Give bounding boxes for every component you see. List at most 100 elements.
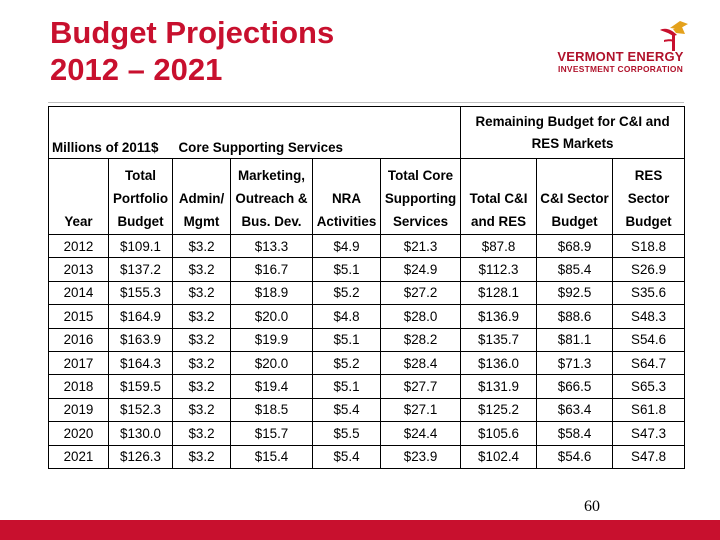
value-cell: $3.2 bbox=[172, 397, 232, 423]
column-header-line1: RES bbox=[634, 168, 663, 183]
value-cell: $20.0 bbox=[230, 350, 314, 376]
value-cell: $5.5 bbox=[312, 421, 382, 446]
value-cell: $112.3 bbox=[460, 257, 538, 282]
table-row: 2020 $130.0 $3.2 $15.7 $5.5 $24.4 $105.6 $58.4 S… bbox=[48, 421, 686, 446]
column-header-line2: C&I Sector bbox=[540, 191, 609, 206]
value-cell: $130.0 bbox=[107, 421, 174, 446]
value-cell: $3.2 bbox=[172, 444, 232, 469]
value-cell: S47.8 bbox=[612, 444, 686, 469]
value-cell: $28.0 bbox=[380, 304, 462, 329]
value-cell: $164.3 bbox=[107, 350, 174, 376]
core-services-header: Core Supporting Services bbox=[172, 106, 462, 159]
value-cell: $16.7 bbox=[230, 257, 314, 282]
table-body: 2012 $109.1 $3.2 $13.3 $4.9 $21.3 $87.8 $68.9 S1… bbox=[48, 233, 686, 469]
value-cell: $3.2 bbox=[172, 280, 232, 306]
column-header-line3: and RES bbox=[471, 214, 527, 229]
column-header: Admin/Mgmt bbox=[172, 158, 232, 235]
value-cell: $5.4 bbox=[312, 444, 382, 469]
table-row: 2014 $155.3 $3.2 $18.9 $5.2 $27.2 $128.1 $92.5 S… bbox=[48, 280, 686, 306]
value-cell: S48.3 bbox=[612, 304, 686, 329]
value-cell: S47.3 bbox=[612, 421, 686, 446]
value-cell: $128.1 bbox=[460, 280, 538, 306]
value-cell: $105.6 bbox=[460, 421, 538, 446]
column-header-line3: Services bbox=[392, 214, 449, 229]
year-cell: 2021 bbox=[48, 444, 109, 469]
value-cell: $71.3 bbox=[536, 350, 614, 376]
value-cell: $15.7 bbox=[230, 421, 314, 446]
year-cell: 2019 bbox=[48, 397, 109, 423]
table-row: 2021 $126.3 $3.2 $15.4 $5.4 $23.9 $102.4 $54.6 S… bbox=[48, 444, 686, 469]
value-cell: $58.4 bbox=[536, 421, 614, 446]
value-cell: $28.2 bbox=[380, 327, 462, 352]
value-cell: $3.2 bbox=[172, 257, 232, 282]
value-cell: $3.2 bbox=[172, 374, 232, 399]
column-header-line2: Outreach & bbox=[235, 191, 308, 206]
value-cell: S35.6 bbox=[612, 280, 686, 306]
year-cell: 2020 bbox=[48, 421, 109, 446]
year-cell: 2013 bbox=[48, 257, 109, 282]
value-cell: $81.1 bbox=[536, 327, 614, 352]
column-header: C&I Sector Budget bbox=[536, 158, 614, 235]
value-cell: $85.4 bbox=[536, 257, 614, 282]
table-row: 2019 $152.3 $3.2 $18.5 $5.4 $27.1 $125.2 $63.4 S… bbox=[48, 397, 686, 423]
value-cell: $15.4 bbox=[230, 444, 314, 469]
column-header-row: Year Total Portfolio Budget Admin/Mgmt Mar… bbox=[48, 158, 686, 235]
value-cell: $3.2 bbox=[172, 421, 232, 446]
column-header: Total Core Supporting Services bbox=[380, 158, 462, 235]
value-cell: $126.3 bbox=[107, 444, 174, 469]
value-cell: $27.1 bbox=[380, 397, 462, 423]
value-cell: $5.1 bbox=[312, 374, 382, 399]
remaining-budget-header-line2: RES Markets bbox=[531, 135, 614, 151]
value-cell: $4.8 bbox=[312, 304, 382, 329]
column-header-line1: Marketing, bbox=[238, 168, 305, 183]
value-cell: $27.7 bbox=[380, 374, 462, 399]
value-cell: $3.2 bbox=[172, 233, 232, 259]
value-cell: $19.4 bbox=[230, 374, 314, 399]
budget-table: Millions of 2011$ Core Supporting Servic… bbox=[47, 106, 686, 469]
column-header-line2: Sector bbox=[627, 191, 670, 206]
value-cell: $136.0 bbox=[460, 350, 538, 376]
column-header-line2: Supporting bbox=[384, 191, 457, 206]
value-cell: $5.4 bbox=[312, 397, 382, 423]
column-header: RES Sector Budget bbox=[612, 158, 686, 235]
column-header-line1: Total bbox=[125, 168, 156, 183]
table-row: 2018 $159.5 $3.2 $19.4 $5.1 $27.7 $131.9 $66.5 S… bbox=[48, 374, 686, 399]
page-number: 60 bbox=[584, 498, 600, 515]
value-cell: $5.2 bbox=[312, 280, 382, 306]
slide-title: Budget Projections 2012 – 2021 bbox=[50, 14, 334, 88]
logo-line2: INVESTMENT CORPORATION bbox=[557, 64, 684, 74]
value-cell: $88.6 bbox=[536, 304, 614, 329]
column-header: Total Portfolio Budget bbox=[107, 158, 174, 235]
footer-bar bbox=[0, 520, 720, 540]
column-header-line2: NRA bbox=[332, 191, 362, 206]
value-cell: S54.6 bbox=[612, 327, 686, 352]
table-row: 2012 $109.1 $3.2 $13.3 $4.9 $21.3 $87.8 $68.9 S1… bbox=[48, 233, 686, 259]
value-cell: $18.9 bbox=[230, 280, 314, 306]
value-cell: $163.9 bbox=[107, 327, 174, 352]
value-cell: $102.4 bbox=[460, 444, 538, 469]
value-cell: $28.4 bbox=[380, 350, 462, 376]
column-header: Total C&I and RES bbox=[460, 158, 538, 235]
column-header-line3: Year bbox=[64, 214, 93, 229]
value-cell: S61.8 bbox=[612, 397, 686, 423]
year-cell: 2012 bbox=[48, 233, 109, 259]
value-cell: $54.6 bbox=[536, 444, 614, 469]
value-cell: $125.2 bbox=[460, 397, 538, 423]
value-cell: S64.7 bbox=[612, 350, 686, 376]
value-cell: $27.2 bbox=[380, 280, 462, 306]
value-cell: $131.9 bbox=[460, 374, 538, 399]
column-header: Year bbox=[48, 158, 109, 235]
column-header-line3: Mgmt bbox=[183, 214, 220, 229]
value-cell: $4.9 bbox=[312, 233, 382, 259]
year-cell: 2014 bbox=[48, 280, 109, 306]
year-cell: 2017 bbox=[48, 350, 109, 376]
column-header-line1: Total Core bbox=[387, 168, 454, 183]
value-cell: $155.3 bbox=[107, 280, 174, 306]
value-cell: $5.1 bbox=[312, 327, 382, 352]
value-cell: $164.9 bbox=[107, 304, 174, 329]
units-header: Millions of 2011$ bbox=[47, 106, 173, 159]
value-cell: $137.2 bbox=[107, 257, 174, 282]
slide-title-line1: Budget Projections bbox=[50, 15, 335, 50]
column-header: NRA Activities bbox=[312, 158, 382, 235]
value-cell: S18.8 bbox=[612, 233, 686, 259]
